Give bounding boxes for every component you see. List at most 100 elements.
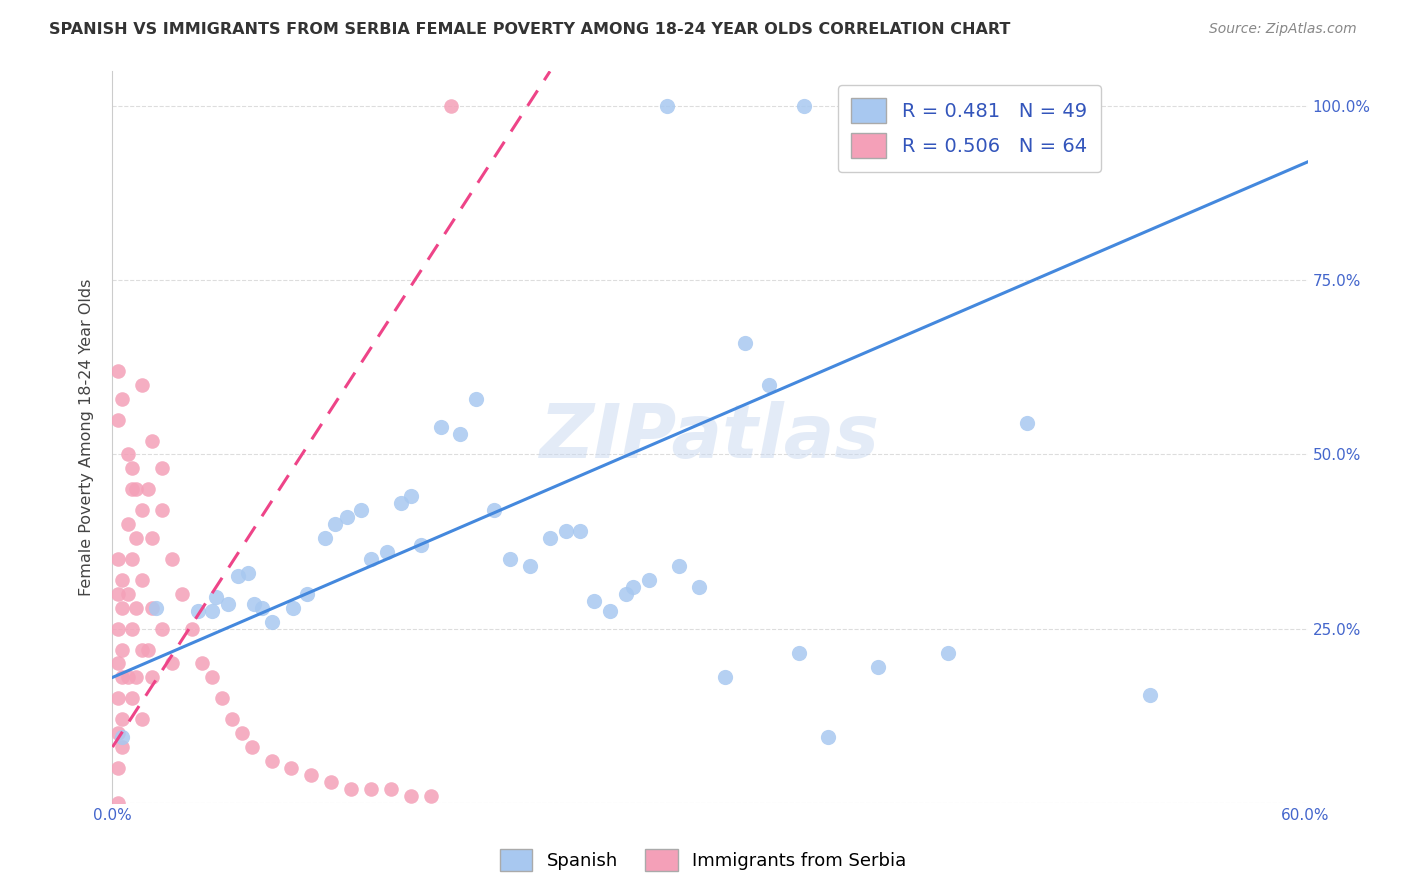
Spanish: [623, 580, 645, 594]
Immigrants from Serbia: [150, 461, 173, 475]
Immigrants from Serbia: [107, 587, 129, 601]
Immigrants from Serbia: [136, 642, 159, 657]
Immigrants from Serbia: [280, 761, 302, 775]
Immigrants from Serbia: [141, 434, 163, 448]
Spanish: [1139, 688, 1161, 702]
Immigrants from Serbia: [136, 483, 159, 497]
Spanish: [250, 600, 273, 615]
Immigrants from Serbia: [125, 483, 148, 497]
Immigrants from Serbia: [121, 622, 143, 636]
Legend: Spanish, Immigrants from Serbia: Spanish, Immigrants from Serbia: [492, 842, 914, 879]
Immigrants from Serbia: [150, 622, 173, 636]
Spanish: [323, 517, 346, 532]
Immigrants from Serbia: [117, 448, 139, 462]
Immigrants from Serbia: [181, 622, 204, 636]
Spanish: [614, 587, 637, 601]
Immigrants from Serbia: [121, 691, 143, 706]
Immigrants from Serbia: [111, 712, 134, 726]
Spanish: [568, 524, 591, 538]
Immigrants from Serbia: [107, 691, 129, 706]
Text: Source: ZipAtlas.com: Source: ZipAtlas.com: [1209, 22, 1357, 37]
Spanish: [111, 730, 134, 744]
Immigrants from Serbia: [107, 796, 129, 810]
Spanish: [217, 597, 239, 611]
Immigrants from Serbia: [117, 670, 139, 684]
Spanish: [793, 99, 815, 113]
Spanish: [187, 604, 209, 618]
Immigrants from Serbia: [117, 587, 139, 601]
Immigrants from Serbia: [107, 622, 129, 636]
Immigrants from Serbia: [125, 600, 148, 615]
Spanish: [236, 566, 259, 580]
Spanish: [226, 569, 249, 583]
Immigrants from Serbia: [111, 392, 134, 406]
Immigrants from Serbia: [231, 726, 253, 740]
Spanish: [787, 646, 810, 660]
Spanish: [260, 615, 283, 629]
Immigrants from Serbia: [141, 600, 163, 615]
Spanish: [582, 594, 605, 608]
Spanish: [465, 392, 488, 406]
Spanish: [201, 604, 224, 618]
Immigrants from Serbia: [107, 761, 129, 775]
Legend: R = 0.481   N = 49, R = 0.506   N = 64: R = 0.481 N = 49, R = 0.506 N = 64: [838, 85, 1101, 171]
Spanish: [538, 531, 561, 545]
Spanish: [450, 426, 472, 441]
Spanish: [688, 580, 710, 594]
Immigrants from Serbia: [141, 531, 163, 545]
Spanish: [638, 573, 661, 587]
Immigrants from Serbia: [321, 775, 343, 789]
Spanish: [657, 99, 679, 113]
Immigrants from Serbia: [160, 552, 183, 566]
Immigrants from Serbia: [107, 726, 129, 740]
Immigrants from Serbia: [131, 503, 153, 517]
Spanish: [350, 503, 373, 517]
Spanish: [375, 545, 398, 559]
Spanish: [817, 730, 839, 744]
Immigrants from Serbia: [150, 503, 173, 517]
Immigrants from Serbia: [111, 573, 134, 587]
Immigrants from Serbia: [107, 364, 129, 378]
Immigrants from Serbia: [117, 517, 139, 532]
Immigrants from Serbia: [121, 552, 143, 566]
Spanish: [336, 510, 359, 524]
Spanish: [389, 496, 412, 510]
Spanish: [314, 531, 336, 545]
Immigrants from Serbia: [111, 670, 134, 684]
Immigrants from Serbia: [125, 531, 148, 545]
Spanish: [297, 587, 319, 601]
Spanish: [599, 604, 621, 618]
Immigrants from Serbia: [340, 781, 363, 796]
Immigrants from Serbia: [211, 691, 233, 706]
Spanish: [145, 600, 167, 615]
Spanish: [484, 503, 506, 517]
Spanish: [668, 558, 690, 573]
Spanish: [936, 646, 959, 660]
Immigrants from Serbia: [221, 712, 243, 726]
Spanish: [499, 552, 522, 566]
Immigrants from Serbia: [131, 642, 153, 657]
Spanish: [554, 524, 576, 538]
Immigrants from Serbia: [419, 789, 441, 803]
Spanish: [519, 558, 541, 573]
Immigrants from Serbia: [107, 552, 129, 566]
Spanish: [360, 552, 382, 566]
Immigrants from Serbia: [240, 740, 263, 755]
Immigrants from Serbia: [439, 99, 461, 113]
Text: SPANISH VS IMMIGRANTS FROM SERBIA FEMALE POVERTY AMONG 18-24 YEAR OLDS CORRELATI: SPANISH VS IMMIGRANTS FROM SERBIA FEMALE…: [49, 22, 1011, 37]
Spanish: [409, 538, 432, 552]
Immigrants from Serbia: [107, 412, 129, 426]
Immigrants from Serbia: [201, 670, 224, 684]
Immigrants from Serbia: [131, 712, 153, 726]
Spanish: [868, 660, 890, 674]
Spanish: [399, 489, 422, 503]
Immigrants from Serbia: [111, 600, 134, 615]
Text: ZIPatlas: ZIPatlas: [540, 401, 880, 474]
Immigrants from Serbia: [360, 781, 382, 796]
Spanish: [714, 670, 737, 684]
Immigrants from Serbia: [260, 754, 283, 768]
Y-axis label: Female Poverty Among 18-24 Year Olds: Female Poverty Among 18-24 Year Olds: [79, 278, 94, 596]
Spanish: [242, 597, 264, 611]
Immigrants from Serbia: [121, 483, 143, 497]
Immigrants from Serbia: [299, 768, 322, 782]
